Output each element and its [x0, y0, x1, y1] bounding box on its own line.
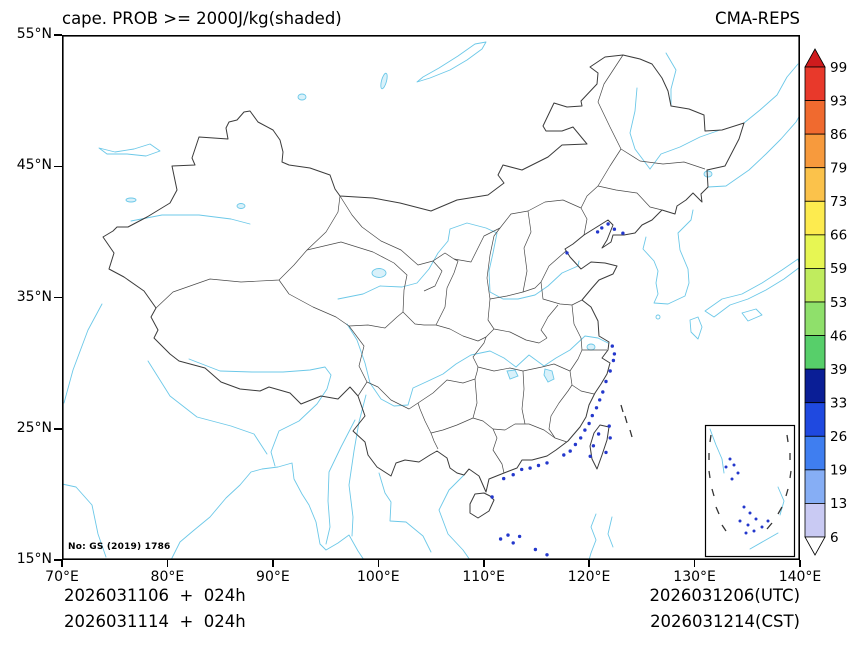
colorbar-segment	[804, 301, 826, 336]
colorbar-label: 26	[830, 429, 847, 445]
y-tick	[54, 296, 62, 299]
colorbar-segment	[804, 66, 826, 101]
colorbar-label: 39	[830, 362, 847, 378]
x-tick-label: 90°E	[256, 569, 290, 585]
map-frame: No: GS (2019) 1786	[62, 35, 800, 560]
y-tick	[54, 165, 62, 167]
colorbar-segment	[804, 435, 826, 471]
y-tick-label: 55°N	[16, 26, 52, 42]
footer-init-time-utc: 2026031106 + 024h	[64, 586, 246, 605]
y-tick	[54, 34, 62, 36]
x-tick	[377, 560, 379, 567]
axes-frame	[62, 35, 800, 560]
x-tick	[588, 560, 590, 567]
colorbar-segment	[804, 133, 826, 169]
x-tick	[272, 560, 274, 567]
colorbar-label: 6	[830, 530, 839, 546]
x-tick-label: 110°E	[462, 569, 505, 585]
y-tick-label: 15°N	[16, 551, 52, 567]
y-tick-label: 45°N	[16, 157, 52, 174]
inset-shading-dots	[724, 457, 770, 535]
colorbar-segment	[804, 469, 826, 504]
colorbar-segment	[804, 335, 826, 370]
x-tick-label: 70°E	[45, 569, 79, 585]
colorbar-segment	[804, 167, 826, 202]
colorbar-arrow-top	[804, 48, 826, 68]
china-border	[102, 54, 745, 519]
south-china-sea-inset	[704, 424, 796, 558]
colorbar-segment	[804, 200, 826, 236]
colorbar-label: 66	[830, 228, 847, 244]
colorbar-segment	[804, 100, 826, 135]
y-tick	[54, 559, 62, 561]
x-tick	[61, 560, 63, 567]
colorbar-label: 93	[830, 93, 847, 109]
colorbar-label: 33	[830, 396, 847, 412]
x-tick-label: 140°E	[778, 569, 822, 585]
map-approval-note: No: GS (2019) 1786	[68, 542, 171, 552]
province-borders	[155, 54, 706, 474]
colorbar-label: 79	[830, 161, 847, 177]
colorbar-label: 73	[830, 194, 847, 210]
footer-valid-time-utc: 2026031206(UTC)	[649, 586, 800, 605]
footer-valid-time-cst: 2026031214(CST)	[650, 612, 800, 631]
colorbar-arrow-bottom	[804, 536, 826, 556]
colorbar-segment	[804, 402, 826, 437]
x-tick	[799, 560, 801, 567]
cape-shading-dots	[490, 222, 625, 557]
colorbar-label: 13	[830, 496, 847, 512]
y-tick	[54, 428, 62, 430]
x-tick	[693, 560, 696, 567]
colorbar-label: 86	[830, 127, 847, 143]
colorbar-segment	[804, 368, 826, 404]
colorbar-label: 46	[830, 328, 847, 344]
colorbar-label: 53	[830, 295, 847, 311]
water-lines	[62, 41, 800, 560]
colorbar: 99 93 86 79 73 66 59 53 46 39 33 26 19 13 6	[803, 47, 859, 561]
colorbar-label: 59	[830, 261, 847, 277]
x-tick-label: 80°E	[150, 569, 185, 585]
colorbar-segment	[804, 234, 826, 269]
model-name: CMA-REPS	[715, 9, 800, 28]
colorbar-segment	[804, 503, 826, 538]
x-tick-label: 130°E	[673, 569, 716, 585]
map-canvas	[62, 35, 800, 560]
y-tick-label: 35°N	[16, 288, 52, 305]
plot-title: cape. PROB >= 2000J/kg(shaded)	[62, 9, 342, 28]
colorbar-svg: 99 93 86 79 73 66 59 53 46 39 33 26 19 13 6	[804, 48, 847, 556]
colorbar-label: 99	[830, 60, 847, 76]
y-tick-label: 25°N	[16, 419, 52, 436]
colorbar-segment	[804, 268, 826, 303]
x-tick-label: 120°E	[567, 569, 611, 585]
x-tick	[483, 560, 485, 567]
x-tick-label: 100°E	[357, 569, 400, 585]
colorbar-label: 19	[830, 463, 847, 479]
x-tick	[166, 560, 169, 567]
footer-init-time-cst: 2026031114 + 024h	[64, 612, 246, 631]
